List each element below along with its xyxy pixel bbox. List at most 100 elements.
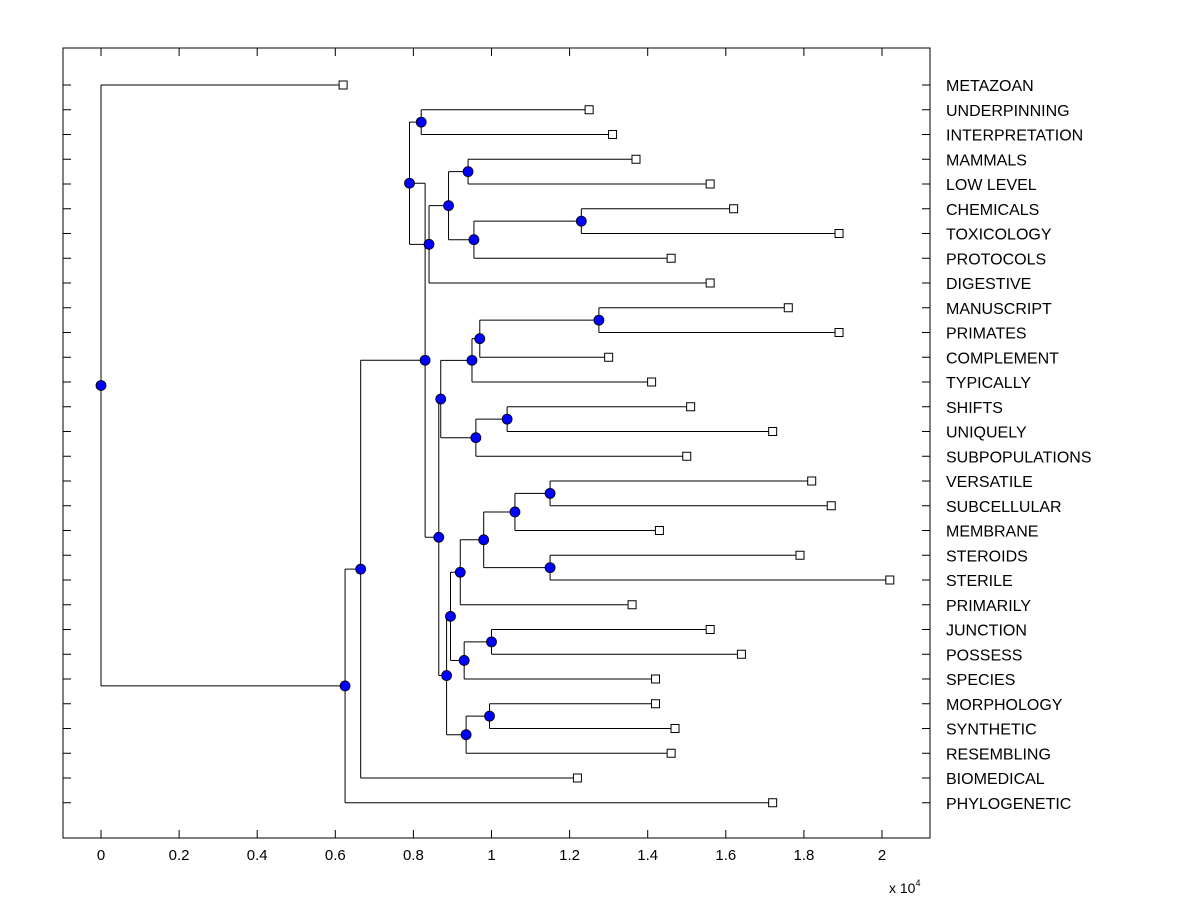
leaf-label: PRIMARILY bbox=[946, 598, 1031, 615]
leaf-label: TYPICALLY bbox=[946, 375, 1031, 392]
leaf-marker bbox=[338, 80, 348, 90]
leaf-label: PRIMATES bbox=[946, 326, 1027, 343]
leaf-label: INTERPRETATION bbox=[946, 128, 1083, 145]
node-marker bbox=[462, 166, 474, 178]
leaf-label: SHIFTS bbox=[946, 400, 1003, 417]
leaf-label: COMPLEMENT bbox=[946, 350, 1059, 367]
node-marker bbox=[575, 215, 587, 227]
node-marker bbox=[466, 354, 478, 366]
leaf-label: CHEMICALS bbox=[946, 202, 1039, 219]
node-marker bbox=[544, 562, 556, 574]
leaf-label: DIGESTIVE bbox=[946, 276, 1031, 293]
y-axis-ticks bbox=[63, 84, 930, 804]
node-marker bbox=[445, 610, 456, 622]
plot-area-frame bbox=[62, 47, 931, 839]
node-marker bbox=[478, 534, 490, 546]
x-tick-label: 0.8 bbox=[403, 847, 424, 864]
leaf-label: SUBCELLULAR bbox=[946, 499, 1062, 516]
node-marker bbox=[470, 432, 482, 444]
leaf-marker bbox=[885, 575, 895, 585]
leaf-marker bbox=[572, 773, 582, 783]
leaf-marker bbox=[826, 501, 836, 511]
node-marker bbox=[458, 655, 470, 666]
leaf-label: TOXICOLOGY bbox=[946, 227, 1052, 244]
node-marker bbox=[443, 200, 454, 212]
leaf-label: SPECIES bbox=[946, 672, 1015, 689]
leaf-label: JUNCTION bbox=[946, 623, 1027, 640]
leaf-label: POSSESS bbox=[946, 647, 1022, 664]
leaf-label: UNIQUELY bbox=[946, 425, 1027, 442]
leaf-marker bbox=[670, 724, 680, 733]
node-marker bbox=[544, 487, 556, 499]
leaf-marker bbox=[783, 303, 793, 313]
leaf-label: SUBPOPULATIONS bbox=[946, 449, 1092, 466]
node-marker bbox=[501, 413, 513, 425]
x-axis-ticks: 0 0.2 0.4 0.6 0.8 1 1.2 1.4 1.6 1.8 2 bbox=[97, 48, 886, 864]
node-markers bbox=[95, 80, 895, 808]
node-marker bbox=[460, 729, 472, 741]
x-axis-scale-base: x 10 bbox=[889, 880, 916, 896]
leaf-marker bbox=[736, 649, 746, 659]
leaf-marker bbox=[627, 600, 637, 610]
node-marker bbox=[404, 177, 415, 189]
x-tick-label: 1 bbox=[487, 847, 495, 864]
leaf-marker bbox=[795, 550, 805, 560]
x-tick-label: 1.6 bbox=[715, 847, 736, 864]
x-tick-label: 0.6 bbox=[325, 847, 346, 864]
node-marker bbox=[419, 354, 431, 366]
leaf-marker bbox=[651, 674, 661, 684]
node-marker bbox=[593, 314, 605, 326]
node-marker bbox=[435, 393, 447, 405]
x-axis-scale-exponent: 4 bbox=[915, 878, 920, 888]
x-tick-label: 1.2 bbox=[559, 847, 580, 864]
leaf-label: VERSATILE bbox=[946, 474, 1033, 491]
leaf-label: MORPHOLOGY bbox=[946, 697, 1063, 714]
leaf-marker bbox=[705, 278, 715, 288]
leaf-label: STEROIDS bbox=[946, 548, 1028, 565]
leaf-label: MANUSCRIPT bbox=[946, 301, 1052, 318]
leaf-label: PHYLOGENETIC bbox=[946, 796, 1071, 813]
x-tick-label: 0.2 bbox=[169, 847, 190, 864]
node-marker bbox=[415, 116, 427, 128]
leaf-marker bbox=[651, 699, 661, 709]
node-marker bbox=[423, 238, 435, 250]
leaf-marker bbox=[807, 476, 817, 486]
node-marker bbox=[433, 531, 445, 543]
leaf-marker bbox=[768, 798, 778, 808]
leaf-marker bbox=[682, 451, 692, 461]
x-tick-label: 0 bbox=[97, 847, 105, 864]
x-tick-label: 2 bbox=[878, 847, 886, 864]
branch-lines bbox=[100, 84, 890, 804]
leaf-marker bbox=[608, 130, 618, 139]
leaf-marker bbox=[768, 427, 778, 436]
leaf-marker bbox=[729, 204, 739, 214]
node-marker bbox=[95, 380, 107, 391]
leaf-marker bbox=[654, 526, 664, 535]
x-tick-label: 0.4 bbox=[247, 847, 268, 864]
node-marker bbox=[441, 670, 452, 681]
leaf-marker bbox=[834, 229, 844, 238]
leaf-marker bbox=[666, 253, 676, 263]
leaf-marker bbox=[686, 402, 696, 412]
leaf-marker bbox=[647, 377, 657, 387]
x-axis-scale-label: x 104 bbox=[889, 878, 920, 896]
node-marker bbox=[355, 563, 367, 575]
x-tick-label: 1.4 bbox=[637, 847, 658, 864]
node-marker bbox=[486, 636, 497, 648]
leaf-marker bbox=[705, 179, 715, 189]
leaf-label: SYNTHETIC bbox=[946, 722, 1037, 739]
node-marker bbox=[509, 506, 521, 518]
leaf-label: METAZOAN bbox=[946, 78, 1034, 95]
leaf-label: PROTOCOLS bbox=[946, 251, 1046, 268]
leaf-label: LOW LEVEL bbox=[946, 177, 1037, 194]
leaf-marker bbox=[584, 105, 594, 115]
leaf-marker bbox=[666, 748, 676, 758]
leaf-marker bbox=[834, 328, 844, 337]
node-marker bbox=[339, 680, 351, 692]
leaf-marker bbox=[631, 154, 641, 164]
leaf-marker bbox=[604, 352, 614, 362]
node-marker bbox=[468, 234, 480, 246]
leaf-label: RESEMBLING bbox=[946, 746, 1051, 763]
leaf-label: UNDERPINNING bbox=[946, 103, 1070, 120]
